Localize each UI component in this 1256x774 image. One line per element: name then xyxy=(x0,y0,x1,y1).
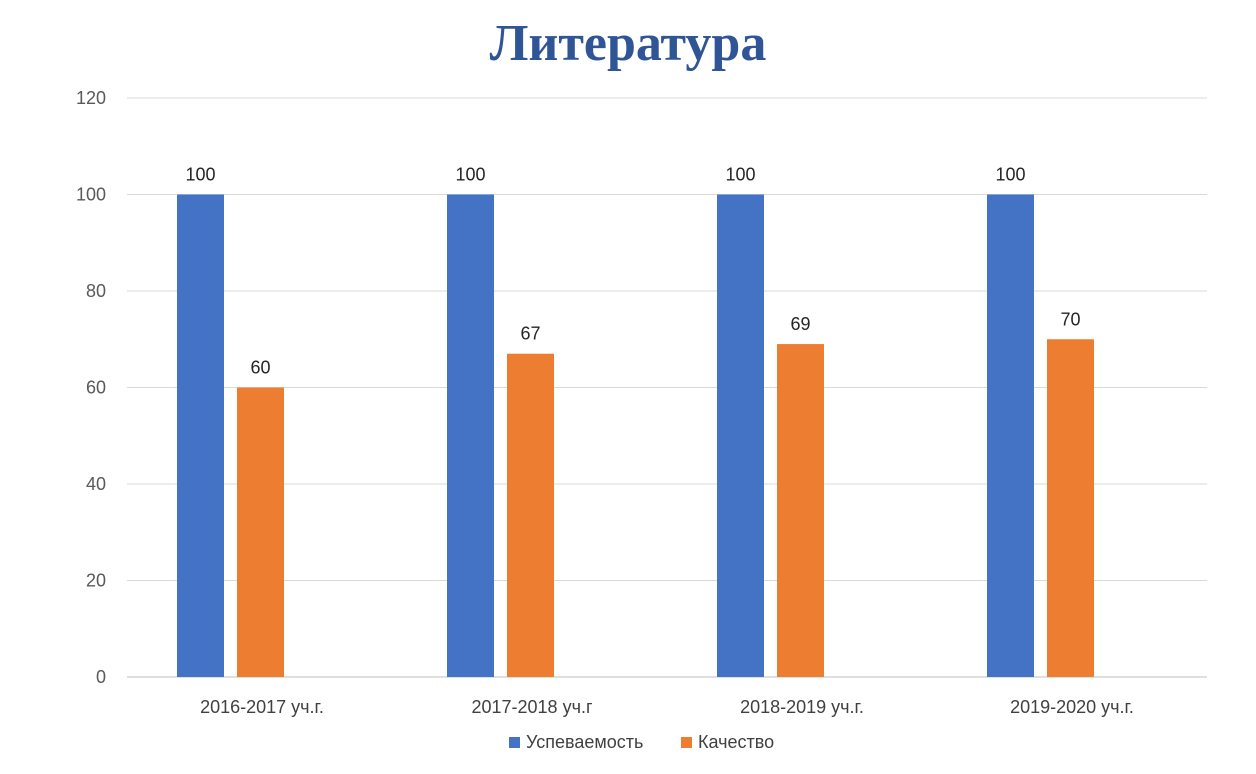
bar-uspevaemost xyxy=(447,194,494,677)
data-label: 100 xyxy=(725,165,755,185)
data-label: 60 xyxy=(250,358,270,378)
y-tick-label: 20 xyxy=(86,571,106,591)
data-label: 100 xyxy=(185,165,215,185)
y-tick-label: 100 xyxy=(76,185,106,205)
y-tick-label: 0 xyxy=(96,667,106,687)
x-tick-label: 2017-2018 уч.г xyxy=(471,697,592,717)
bar-uspevaemost xyxy=(177,194,224,677)
x-tick-label: 2019-2020 уч.г. xyxy=(1010,697,1134,717)
chart-title: Литература xyxy=(489,15,767,72)
y-tick-label: 120 xyxy=(76,88,106,108)
bar-kachestvo xyxy=(237,387,284,677)
data-label: 70 xyxy=(1060,309,1080,329)
x-tick-label: 2016-2017 уч.г. xyxy=(200,697,324,717)
y-tick-label: 80 xyxy=(86,281,106,301)
data-label: 100 xyxy=(455,165,485,185)
bar-uspevaemost xyxy=(987,194,1034,677)
y-tick-label: 40 xyxy=(86,474,106,494)
data-label: 100 xyxy=(995,165,1025,185)
legend-swatch xyxy=(681,737,692,748)
y-tick-label: 60 xyxy=(86,378,106,398)
legend-entry: Качество xyxy=(698,732,774,752)
data-label: 67 xyxy=(520,324,540,344)
bar-kachestvo xyxy=(507,353,554,677)
bar-kachestvo xyxy=(777,344,824,677)
data-label: 69 xyxy=(790,314,810,334)
x-tick-label: 2018-2019 уч.г. xyxy=(740,697,864,717)
bar-uspevaemost xyxy=(717,194,764,677)
legend-entry: Успеваемость xyxy=(526,732,643,752)
legend-swatch xyxy=(509,737,520,748)
bar-kachestvo xyxy=(1047,339,1094,677)
